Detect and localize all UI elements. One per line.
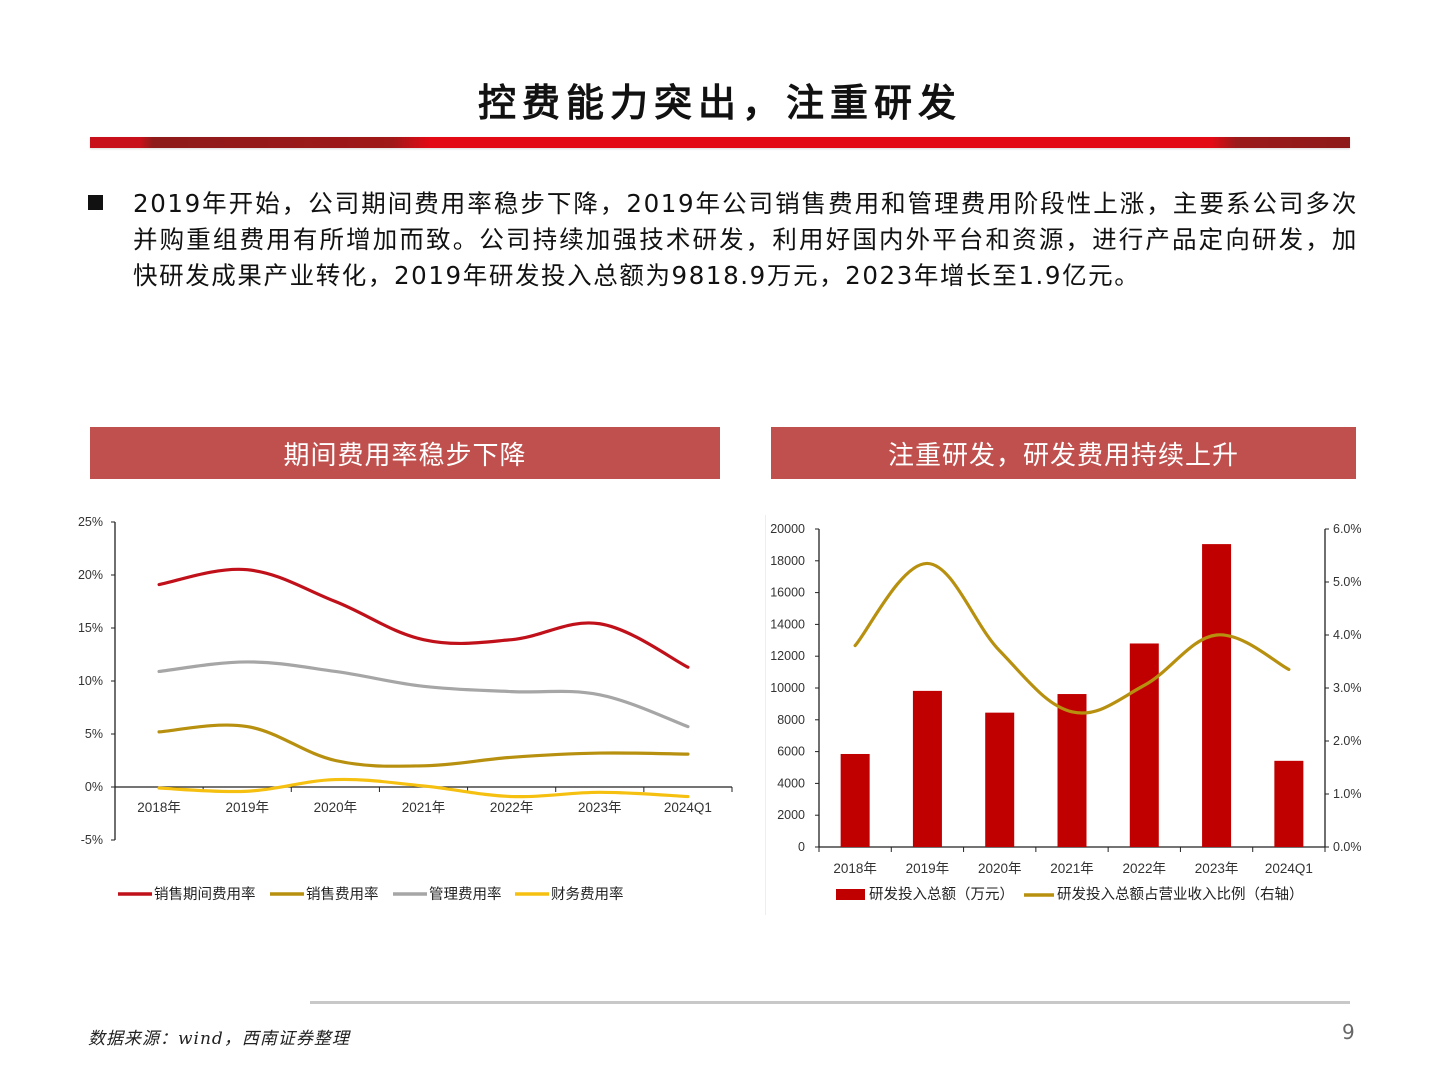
slide-title: 控费能力突出，注重研发 <box>477 80 962 125</box>
right-panel-header: 注重研发，研发费用持续上升 <box>771 427 1356 479</box>
x-tick-label: 2023年 <box>1195 861 1239 876</box>
legend-swatch <box>836 889 865 900</box>
rd-bar <box>1274 760 1304 847</box>
x-tick-label: 2020年 <box>314 800 358 815</box>
x-tick-label: 2018年 <box>833 861 877 876</box>
x-tick-label: 2021年 <box>402 800 446 815</box>
rd-expense-chart: 20000 18000 16000 14000 12000 10000 8000 6000 40… <box>765 515 1366 915</box>
left-y-tick-label: 4000 <box>777 776 805 790</box>
rd-bar <box>840 753 870 847</box>
x-tick-label: 2019年 <box>906 861 950 876</box>
page-number: 9 <box>1342 1020 1355 1044</box>
legend-label: 管理费用率 <box>429 886 502 903</box>
x-tick-label: 2021年 <box>1050 861 1094 876</box>
right-y-tick-label: 6.0% <box>1333 522 1362 536</box>
x-tick-label: 2023年 <box>578 800 622 815</box>
rd-bar <box>912 690 942 847</box>
right-y-tick-label: 5.0% <box>1333 575 1362 589</box>
right-y-tick-label: 1.0% <box>1333 787 1362 801</box>
y-tick-label: 25% <box>78 515 103 529</box>
rd-bar <box>1202 544 1232 847</box>
y-tick-label: 10% <box>78 674 103 688</box>
rd-ratio-line <box>853 561 1291 715</box>
series-line <box>157 660 690 729</box>
rd-bar <box>1057 694 1087 847</box>
title-divider-bar <box>90 137 1350 148</box>
left-y-tick-label: 14000 <box>770 617 805 631</box>
left-y-tick-label: 20000 <box>770 522 805 536</box>
left-y-tick-label: 8000 <box>777 713 805 727</box>
left-y-tick-label: 0 <box>798 840 805 854</box>
series-line <box>157 567 690 669</box>
legend-label: 销售期间费用率 <box>154 886 256 903</box>
x-tick-label: 2022年 <box>490 800 534 815</box>
left-y-tick-label: 16000 <box>770 586 805 600</box>
data-source: 数据来源：wind，西南证券整理 <box>88 1029 350 1049</box>
square-bullet-icon <box>88 195 103 210</box>
left-y-tick-label: 12000 <box>770 649 805 663</box>
series-line <box>157 723 690 768</box>
y-tick-label: 5% <box>85 727 103 741</box>
y-tick-label: 15% <box>78 621 103 635</box>
left-y-tick-label: 6000 <box>777 745 805 759</box>
y-tick-label: 0% <box>85 780 103 794</box>
y-tick-label: -5% <box>81 833 103 847</box>
right-y-tick-label: 4.0% <box>1333 628 1362 642</box>
chart-legend: 销售期间费用率 销售费用率 管理费用率 财务费用率 <box>118 886 624 903</box>
expense-ratio-chart: 25% 20% 15% 10% 5% 0% -5% 2018年 2019年 2020年 2021年 2… <box>60 505 750 915</box>
chart-legend: 研发投入总额（万元） 研发投入总额占营业收入比例（右轴） <box>836 886 1304 903</box>
footer-divider <box>310 1001 1350 1004</box>
right-y-tick-label: 0.0% <box>1333 840 1362 854</box>
x-tick-label: 2024Q1 <box>1265 861 1313 876</box>
rd-bar <box>985 712 1015 847</box>
rd-bar <box>1129 643 1159 847</box>
x-tick-label: 2020年 <box>978 861 1022 876</box>
expense-ratio-chart-svg: 25% 20% 15% 10% 5% 0% -5% 2018年 2019年 2020年 2021年 2… <box>78 515 733 903</box>
summary-text: 2019年开始，公司期间费用率稳步下降，2019年公司销售费用和管理费用阶段性上… <box>133 189 1358 290</box>
legend-label: 销售费用率 <box>306 886 379 903</box>
left-y-tick-label: 2000 <box>777 808 805 822</box>
legend-label: 研发投入总额占营业收入比例（右轴） <box>1057 886 1304 903</box>
rd-expense-chart-svg: 2000018000160001400012000100008000600040… <box>770 522 1362 903</box>
x-tick-label: 2024Q1 <box>664 800 712 815</box>
right-y-tick-label: 3.0% <box>1333 681 1362 695</box>
left-y-tick-label: 10000 <box>770 681 805 695</box>
legend-label: 财务费用率 <box>551 886 624 903</box>
left-y-tick-label: 18000 <box>770 554 805 568</box>
left-panel-header: 期间费用率稳步下降 <box>90 427 720 479</box>
y-tick-label: 20% <box>78 568 103 582</box>
x-tick-label: 2019年 <box>225 800 269 815</box>
x-tick-label: 2018年 <box>137 800 181 815</box>
right-y-tick-label: 2.0% <box>1333 734 1362 748</box>
series-line <box>157 777 690 799</box>
x-tick-label: 2022年 <box>1123 861 1167 876</box>
legend-label: 研发投入总额（万元） <box>869 886 1014 903</box>
